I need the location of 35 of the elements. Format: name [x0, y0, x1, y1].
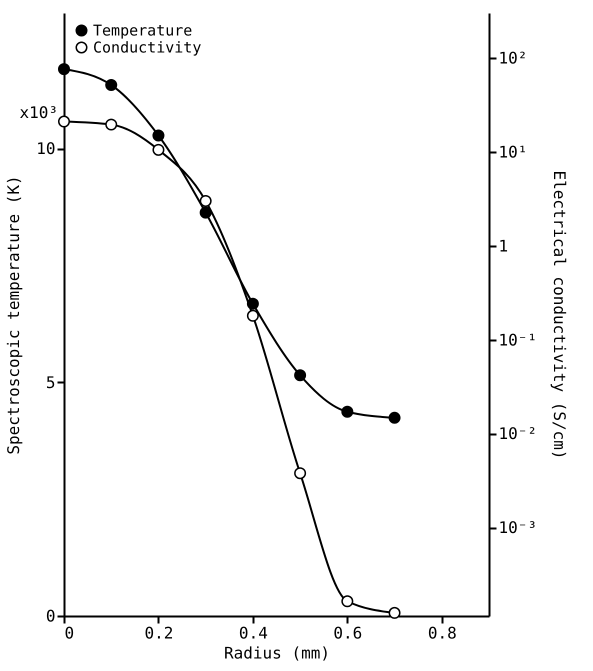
y2-tick-label: 10¹	[498, 142, 528, 162]
point	[294, 369, 306, 382]
x-tick-label: 0.8	[428, 624, 457, 642]
y2-tick-label: 1	[498, 236, 508, 256]
point	[294, 467, 306, 480]
point	[152, 129, 164, 142]
point	[58, 116, 70, 128]
x-tick-label: 0.6	[333, 624, 362, 642]
point	[341, 406, 354, 418]
y-tick-label: 0	[46, 606, 56, 626]
y2-axis-title: Electrical conductivity (S/cm)	[550, 170, 570, 460]
point	[388, 606, 401, 619]
y2-tick-label: 10⁻²	[498, 424, 538, 444]
point	[58, 63, 70, 76]
x-axis-title: Radius (mm)	[224, 644, 330, 662]
x-tick-label: 0	[64, 624, 74, 642]
legend-label: Temperature	[93, 22, 192, 40]
x-tick-label: 0.2	[144, 624, 174, 642]
point	[152, 144, 164, 156]
point	[246, 310, 259, 322]
x-tick-label: 0.4	[238, 624, 268, 642]
point	[105, 118, 118, 131]
legend-label: Conductivity	[93, 38, 202, 56]
text: x10³	[19, 103, 58, 122]
y-tick-label: 10	[36, 139, 56, 158]
y-axis-title: Spectroscopic temperature (K)	[4, 175, 24, 455]
point	[105, 79, 118, 91]
y2-tick-label: 10⁻¹	[498, 330, 538, 350]
y2-tick-label: 10⁻³	[498, 518, 538, 538]
point	[200, 194, 212, 207]
point	[200, 206, 212, 219]
y2-tick-label: 10²	[498, 48, 528, 68]
point	[388, 412, 401, 424]
y-tick-label: 5	[46, 372, 56, 392]
point	[341, 595, 354, 608]
